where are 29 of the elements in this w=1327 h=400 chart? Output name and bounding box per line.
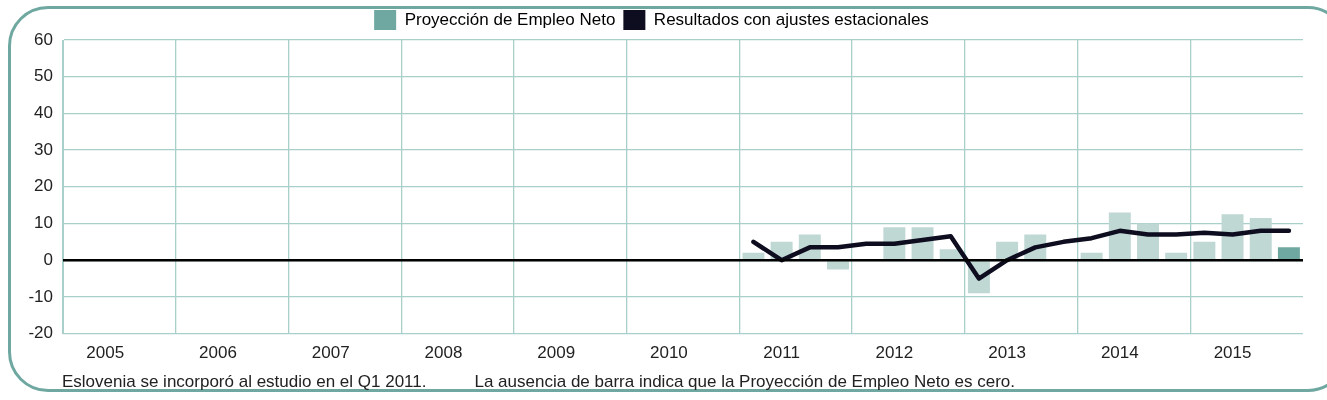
bar [1193,241,1216,260]
x-tick-label: 2011 [763,343,800,363]
y-tick-label: -20 [28,323,53,343]
y-tick-label: 10 [34,213,53,233]
y-tick-label: 0 [43,249,53,269]
x-tick-label: 2010 [650,343,688,363]
x-tick-label: 2009 [537,343,576,363]
y-tick-label: 60 [34,29,53,49]
x-tick-label: 2012 [875,343,914,363]
bar [827,260,849,270]
x-tick-label: 2008 [424,343,463,363]
x-tick-label: 2013 [988,343,1026,363]
x-tick-label: 2006 [199,343,237,363]
text: Eslovenia se incorporó al estudio en el Q1 2011. [62,372,427,392]
x-tick-label: 2014 [1100,343,1139,363]
bar [1221,214,1244,260]
legend-label: Resultados con ajustes estacionales [653,9,929,29]
text: La ausencia de barra indica que la Proyección de Empleo Neto es cero. [474,372,1016,392]
y-tick-label: 40 [34,103,53,123]
x-tick-label: 2015 [1213,343,1252,363]
bar [1108,212,1131,260]
bar [1277,247,1300,260]
x-tick-label: 2007 [311,343,350,363]
y-tick-label: -10 [28,286,53,306]
y-tick-label: 50 [34,66,53,86]
y-tick-label: 20 [34,176,53,196]
legend-label: Proyección de Empleo Neto [404,9,616,29]
y-tick-label: 30 [34,139,53,159]
x-tick-label: 2005 [86,343,125,363]
